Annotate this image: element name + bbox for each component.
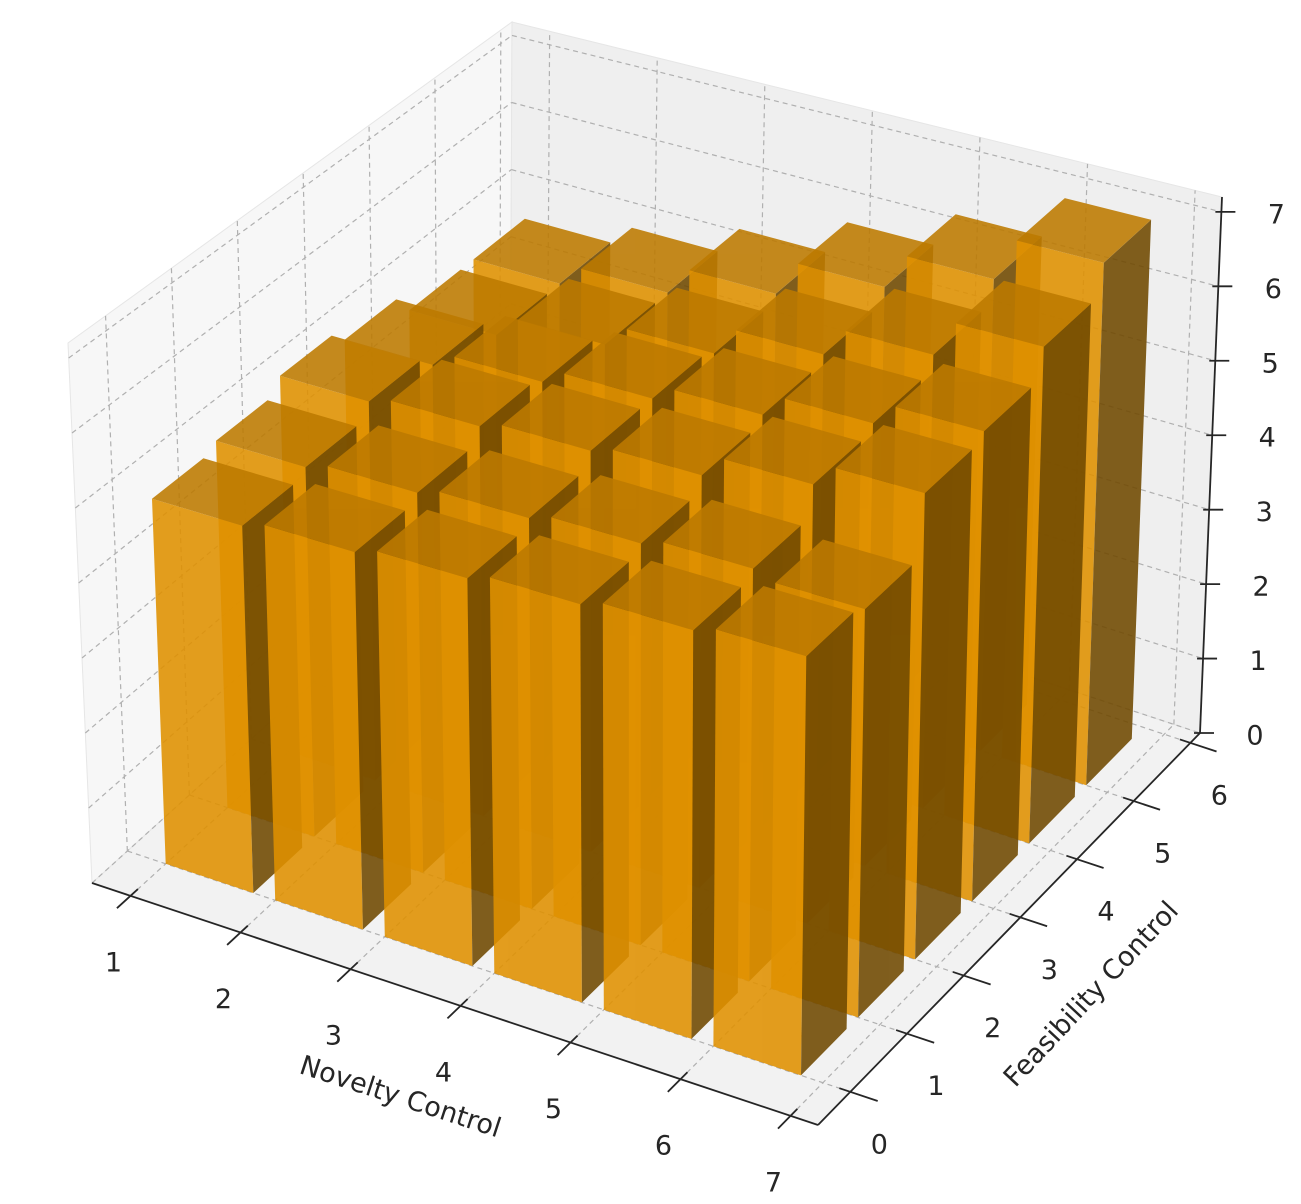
bar-front	[264, 525, 363, 930]
x-tick	[556, 1034, 579, 1056]
bar-top	[835, 425, 972, 494]
x-tick-label: 3	[325, 1021, 342, 1052]
y-tick	[1009, 912, 1048, 928]
bar-top	[626, 287, 764, 354]
x-axis-title: Novelty Control	[296, 1050, 505, 1144]
bar-top	[798, 222, 934, 287]
bar-top	[689, 228, 826, 294]
y-tick-label: 3	[1041, 955, 1058, 986]
bar-top	[264, 484, 405, 553]
bar-top	[845, 288, 982, 355]
z-axis-line	[1199, 196, 1223, 734]
bar-top	[736, 288, 873, 355]
bar-side	[915, 449, 972, 960]
grid-line	[74, 169, 512, 509]
bar-top	[280, 335, 420, 402]
y-tick-label: 2	[984, 1013, 1001, 1044]
bar-side	[801, 612, 854, 1076]
x-tick	[777, 1108, 798, 1130]
bar-side	[972, 387, 1032, 902]
bar	[713, 586, 854, 1076]
x-tick-label: 5	[545, 1094, 562, 1125]
grid-line	[790, 723, 1175, 1117]
bar-top	[390, 359, 530, 427]
bar-top	[489, 535, 629, 605]
bar-top	[612, 407, 751, 476]
y-axis-title: Feasibility Control	[998, 896, 1185, 1094]
x-tick-label: 4	[435, 1057, 452, 1088]
bar-top	[473, 218, 611, 284]
z-tick-label: 6	[1265, 274, 1282, 305]
bar-top	[581, 227, 718, 293]
bar-top	[564, 332, 702, 399]
x-tick-label: 6	[655, 1131, 672, 1162]
y-tick-label: 6	[1211, 780, 1228, 811]
x-tick	[336, 961, 359, 983]
y-tick	[895, 1029, 935, 1044]
y-tick	[839, 1087, 878, 1102]
z-tick-label: 0	[1246, 721, 1263, 752]
z-tick-label: 3	[1256, 497, 1273, 528]
x-tick	[116, 888, 139, 909]
bar-top	[501, 383, 640, 451]
z-tick-label: 2	[1253, 572, 1270, 603]
bar-top	[784, 356, 921, 424]
bar-front	[602, 603, 694, 1039]
bar-top	[663, 499, 801, 569]
bar-top	[439, 450, 579, 519]
bar-top	[152, 458, 293, 526]
x-tick-label: 7	[765, 1167, 782, 1198]
bar-top	[674, 348, 812, 415]
bar-side	[1029, 303, 1091, 844]
y-tick	[1122, 796, 1161, 811]
grid-line	[511, 101, 1219, 287]
z-tick-label: 1	[1249, 646, 1266, 677]
grid-line	[511, 34, 1222, 213]
y-tick-label: 0	[871, 1129, 888, 1160]
bar-top	[551, 475, 690, 544]
bars	[152, 198, 1152, 1076]
bar-side	[858, 565, 912, 1018]
bar-top	[895, 363, 1032, 432]
y-axis-line	[817, 732, 1201, 1126]
bar-top	[602, 560, 741, 631]
bar-top	[327, 425, 468, 493]
y-tick	[1179, 738, 1217, 753]
x-axis-line	[91, 882, 819, 1126]
y-tick	[1066, 854, 1104, 869]
bar-top	[377, 509, 517, 579]
bar-top	[956, 280, 1091, 347]
bar-front	[489, 577, 582, 1003]
bar-top	[907, 214, 1042, 280]
bar-top	[775, 539, 912, 610]
bar-top	[454, 316, 593, 382]
y-tick	[952, 971, 991, 986]
x-tick-label: 1	[105, 947, 122, 978]
y-tick-label: 1	[927, 1071, 944, 1102]
y-tick-label: 5	[1154, 839, 1171, 870]
bar-front	[152, 498, 254, 893]
bar-side	[1086, 219, 1152, 786]
bar-front	[377, 551, 473, 966]
bar-top	[344, 299, 484, 365]
grid-line	[68, 34, 513, 359]
bar-top	[1016, 198, 1152, 263]
z-tick-label: 5	[1262, 348, 1279, 379]
bar-front	[713, 629, 807, 1076]
bar-top	[715, 586, 854, 657]
z-tick-label: 4	[1259, 423, 1276, 454]
z-tick-label: 7	[1268, 199, 1285, 230]
bar-top	[517, 278, 655, 345]
x-tick	[667, 1071, 689, 1093]
bar-top	[216, 400, 357, 468]
bar-top	[724, 416, 861, 485]
x-tick	[446, 998, 469, 1020]
y-tick-label: 4	[1097, 897, 1114, 928]
x-tick	[226, 925, 249, 946]
grid-line	[71, 102, 513, 434]
x-tick-label: 2	[215, 984, 232, 1015]
